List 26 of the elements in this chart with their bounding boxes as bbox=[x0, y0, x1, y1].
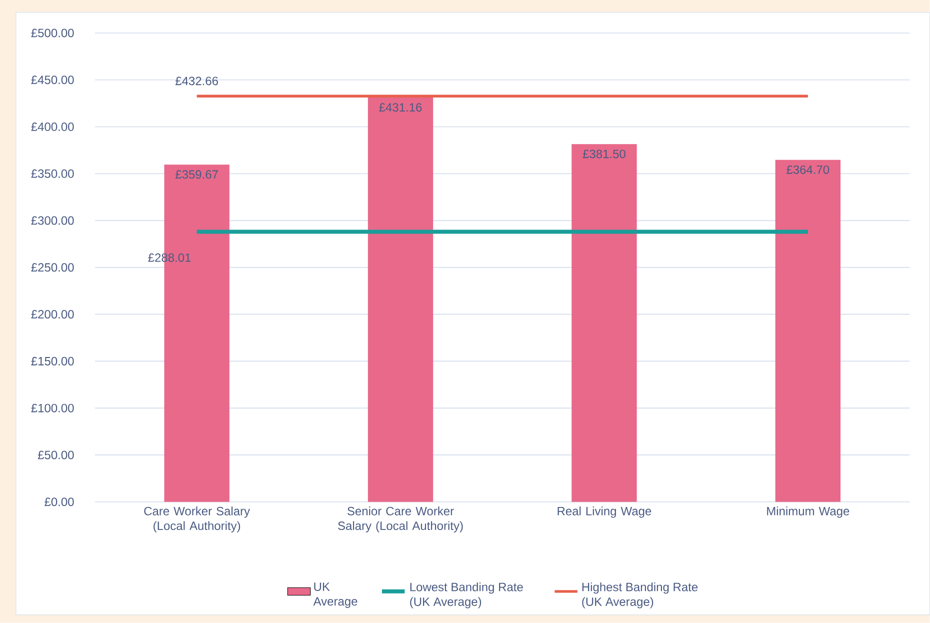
data-label: £431.16 bbox=[379, 103, 422, 112]
y-tick-label: £0.00 bbox=[44, 498, 74, 506]
y-tick-label: £250.00 bbox=[31, 263, 74, 272]
y-tick-label: £50.00 bbox=[38, 450, 74, 460]
bar bbox=[775, 160, 840, 502]
legend-label: Highest Banding Rate (UK Average) bbox=[582, 582, 698, 608]
y-tick-label: £200.00 bbox=[31, 310, 74, 319]
y-tick-label: £150.00 bbox=[31, 357, 74, 366]
y-tick-label: £400.00 bbox=[31, 122, 74, 132]
x-tick-label: Senior Care Worker Salary (Local Authority) bbox=[338, 506, 463, 532]
x-tick-label: Care Worker Salary (Local Authority) bbox=[144, 506, 250, 532]
data-label: £381.50 bbox=[582, 150, 626, 158]
x-tick-label: Minimum Wage bbox=[767, 506, 850, 518]
y-tick-label: £300.00 bbox=[31, 216, 74, 225]
y-tick-label: £100.00 bbox=[31, 404, 74, 412]
data-label: £359.67 bbox=[175, 170, 218, 179]
x-tick-label: Real Living Wage bbox=[558, 506, 652, 518]
legend-label: Lowest Banding Rate (UK Average) bbox=[410, 582, 523, 608]
legend-label: UK Average bbox=[313, 582, 358, 608]
bar bbox=[572, 144, 637, 502]
y-tick-label: £350.00 bbox=[31, 169, 74, 178]
bar bbox=[368, 98, 434, 502]
y-tick-label: £450.00 bbox=[31, 76, 74, 84]
y-tick-label: £500.00 bbox=[31, 28, 74, 38]
data-label: £432.66 bbox=[175, 76, 218, 86]
data-label: £364.70 bbox=[786, 166, 830, 174]
